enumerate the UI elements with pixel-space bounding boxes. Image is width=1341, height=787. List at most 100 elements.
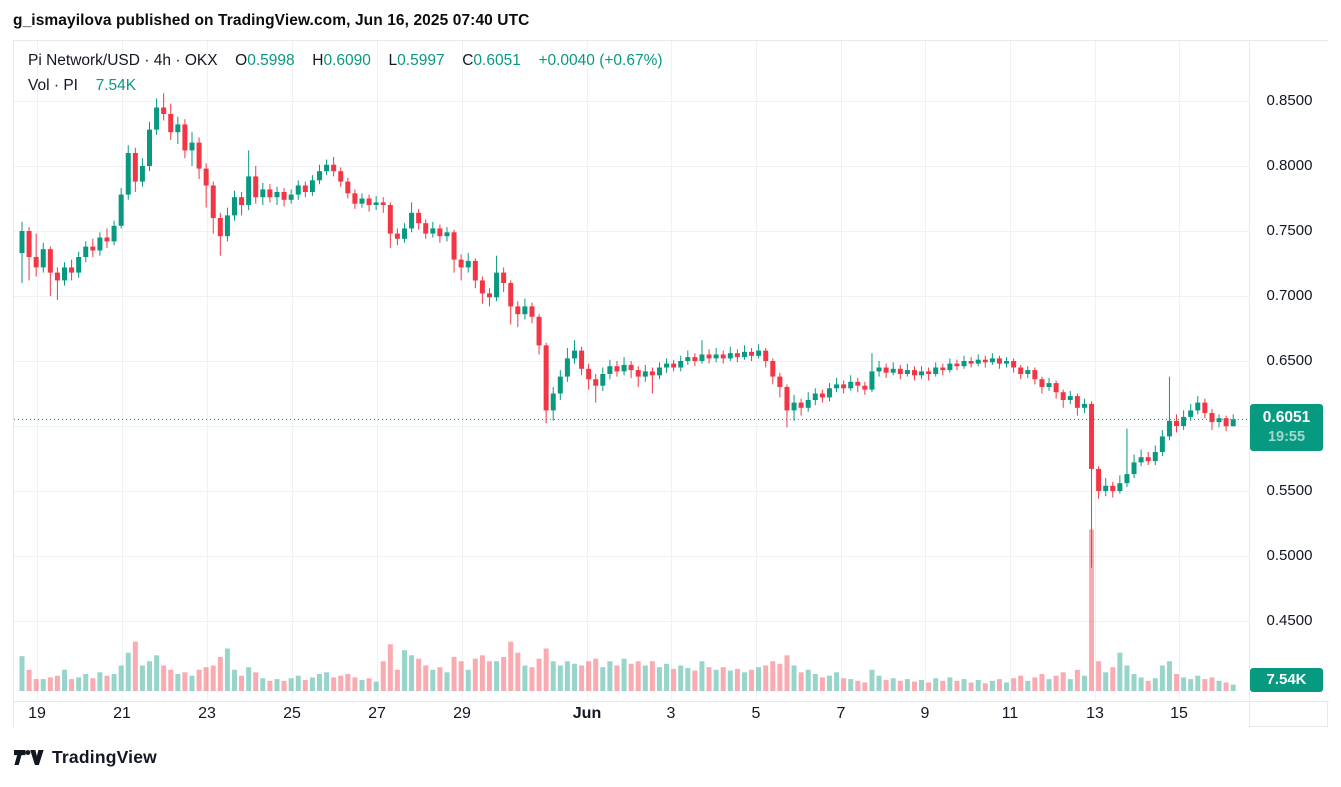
candle-down: [302, 185, 308, 192]
candle-up: [1195, 402, 1201, 411]
time-scale-axis[interactable]: 19 21 23 25 27 29 Jun 3 5 7 9 11 13 15: [14, 702, 1249, 728]
volume-bar: [564, 661, 570, 691]
candle-down: [437, 228, 443, 237]
candle-up: [1103, 485, 1109, 491]
volume-bar: [600, 667, 606, 691]
volume-bar: [706, 667, 712, 691]
volume-bar: [401, 650, 407, 691]
volume-bar: [472, 658, 478, 691]
candle-up: [76, 257, 82, 273]
legend-separator: ·: [175, 52, 181, 69]
time-tick-label: 5: [751, 705, 761, 722]
volume-bar: [621, 658, 627, 691]
volume-bar: [536, 658, 542, 691]
close-label: C: [462, 52, 474, 69]
candle-up: [989, 358, 995, 363]
volume-bar: [316, 674, 322, 691]
volume-bar: [989, 680, 995, 691]
volume-bar: [267, 680, 273, 691]
price-tick-label: 0.6500: [1266, 352, 1313, 369]
candle-down: [1032, 370, 1038, 380]
candle-up: [756, 350, 762, 356]
volume-bar: [805, 669, 811, 691]
candle-down: [614, 366, 620, 372]
candle-up: [848, 381, 854, 389]
candle-up: [805, 400, 811, 408]
volume-bar: [1089, 529, 1095, 691]
tradingview-attribution-link[interactable]: TradingView: [14, 747, 157, 768]
volume-bar: [224, 648, 230, 691]
volume-bar: [154, 655, 160, 691]
volume-bar: [486, 661, 492, 691]
volume-bar: [855, 680, 861, 691]
volume-bar: [890, 678, 896, 691]
volume-bar: [182, 672, 188, 691]
volume-bar: [1074, 669, 1080, 691]
candle-up: [1124, 474, 1130, 484]
candle-down: [543, 345, 549, 411]
volume-bar: [862, 682, 868, 691]
volume-bar: [649, 661, 655, 691]
last-price-badge: 0.6051 19:55: [1250, 404, 1323, 451]
volume-bar: [1145, 680, 1151, 691]
volume-bar: [692, 670, 698, 691]
volume-bar: [1053, 675, 1059, 691]
time-tick-label: 27: [368, 705, 386, 722]
volume-bar: [954, 680, 960, 691]
candle-up: [139, 166, 145, 182]
candle-down: [734, 353, 740, 358]
candle-down: [331, 164, 337, 172]
candle-down: [954, 363, 960, 367]
candle-up: [664, 363, 670, 368]
last-price-value: 0.6051: [1262, 409, 1311, 426]
volume-bar: [1166, 661, 1172, 691]
chart-canvas[interactable]: [14, 41, 1249, 701]
candle-up: [1067, 396, 1073, 400]
candle-down: [784, 387, 790, 411]
candle-down: [1174, 420, 1180, 426]
candle-down: [1039, 379, 1045, 387]
volume-bar: [83, 674, 89, 691]
volume-bar: [309, 677, 315, 691]
time-tick-label: 23: [198, 705, 216, 722]
candle-down: [104, 237, 110, 242]
time-tick-label: 25: [283, 705, 301, 722]
volume-bar: [826, 675, 832, 691]
volume-bar: [1004, 682, 1010, 691]
candle-down: [692, 357, 698, 361]
candle-down: [1110, 485, 1116, 491]
candle-up: [1230, 419, 1236, 427]
candle-up: [324, 164, 330, 172]
attribution-text: g_ismayilova published on TradingView.co…: [13, 12, 530, 29]
candle-up: [494, 272, 500, 298]
volume-bar: [656, 667, 662, 691]
volume-bar: [345, 674, 351, 691]
price-scale-axis[interactable]: 0.8500 0.8000 0.7500 0.7000 0.6500 0.5500 0.50…: [1250, 41, 1329, 701]
candle-down: [593, 379, 599, 386]
candle-down: [770, 361, 776, 377]
candle-down: [501, 272, 507, 283]
candle-down: [352, 193, 358, 204]
candle-up: [564, 358, 570, 377]
candle-up: [890, 368, 896, 373]
candle-up: [146, 129, 152, 166]
volume-bar: [196, 669, 202, 691]
candle-down: [267, 189, 273, 198]
volume-bar: [118, 665, 124, 691]
volume-bar: [848, 679, 854, 691]
volume-bar: [515, 652, 521, 691]
volume-bar: [1223, 682, 1229, 691]
volume-bar: [1117, 652, 1123, 691]
candle-up: [1152, 452, 1158, 462]
candle-up: [1081, 403, 1087, 408]
time-tick-label: 11: [1001, 705, 1019, 722]
volume-bar: [1103, 672, 1109, 691]
candle-up: [224, 215, 230, 237]
candle-down: [819, 393, 825, 398]
candle-down: [749, 351, 755, 356]
candle-down: [90, 246, 96, 251]
open-label: O: [235, 52, 248, 69]
volume-bar: [834, 672, 840, 691]
candle-up: [834, 384, 840, 389]
price-tick-label: 0.7500: [1266, 222, 1313, 239]
